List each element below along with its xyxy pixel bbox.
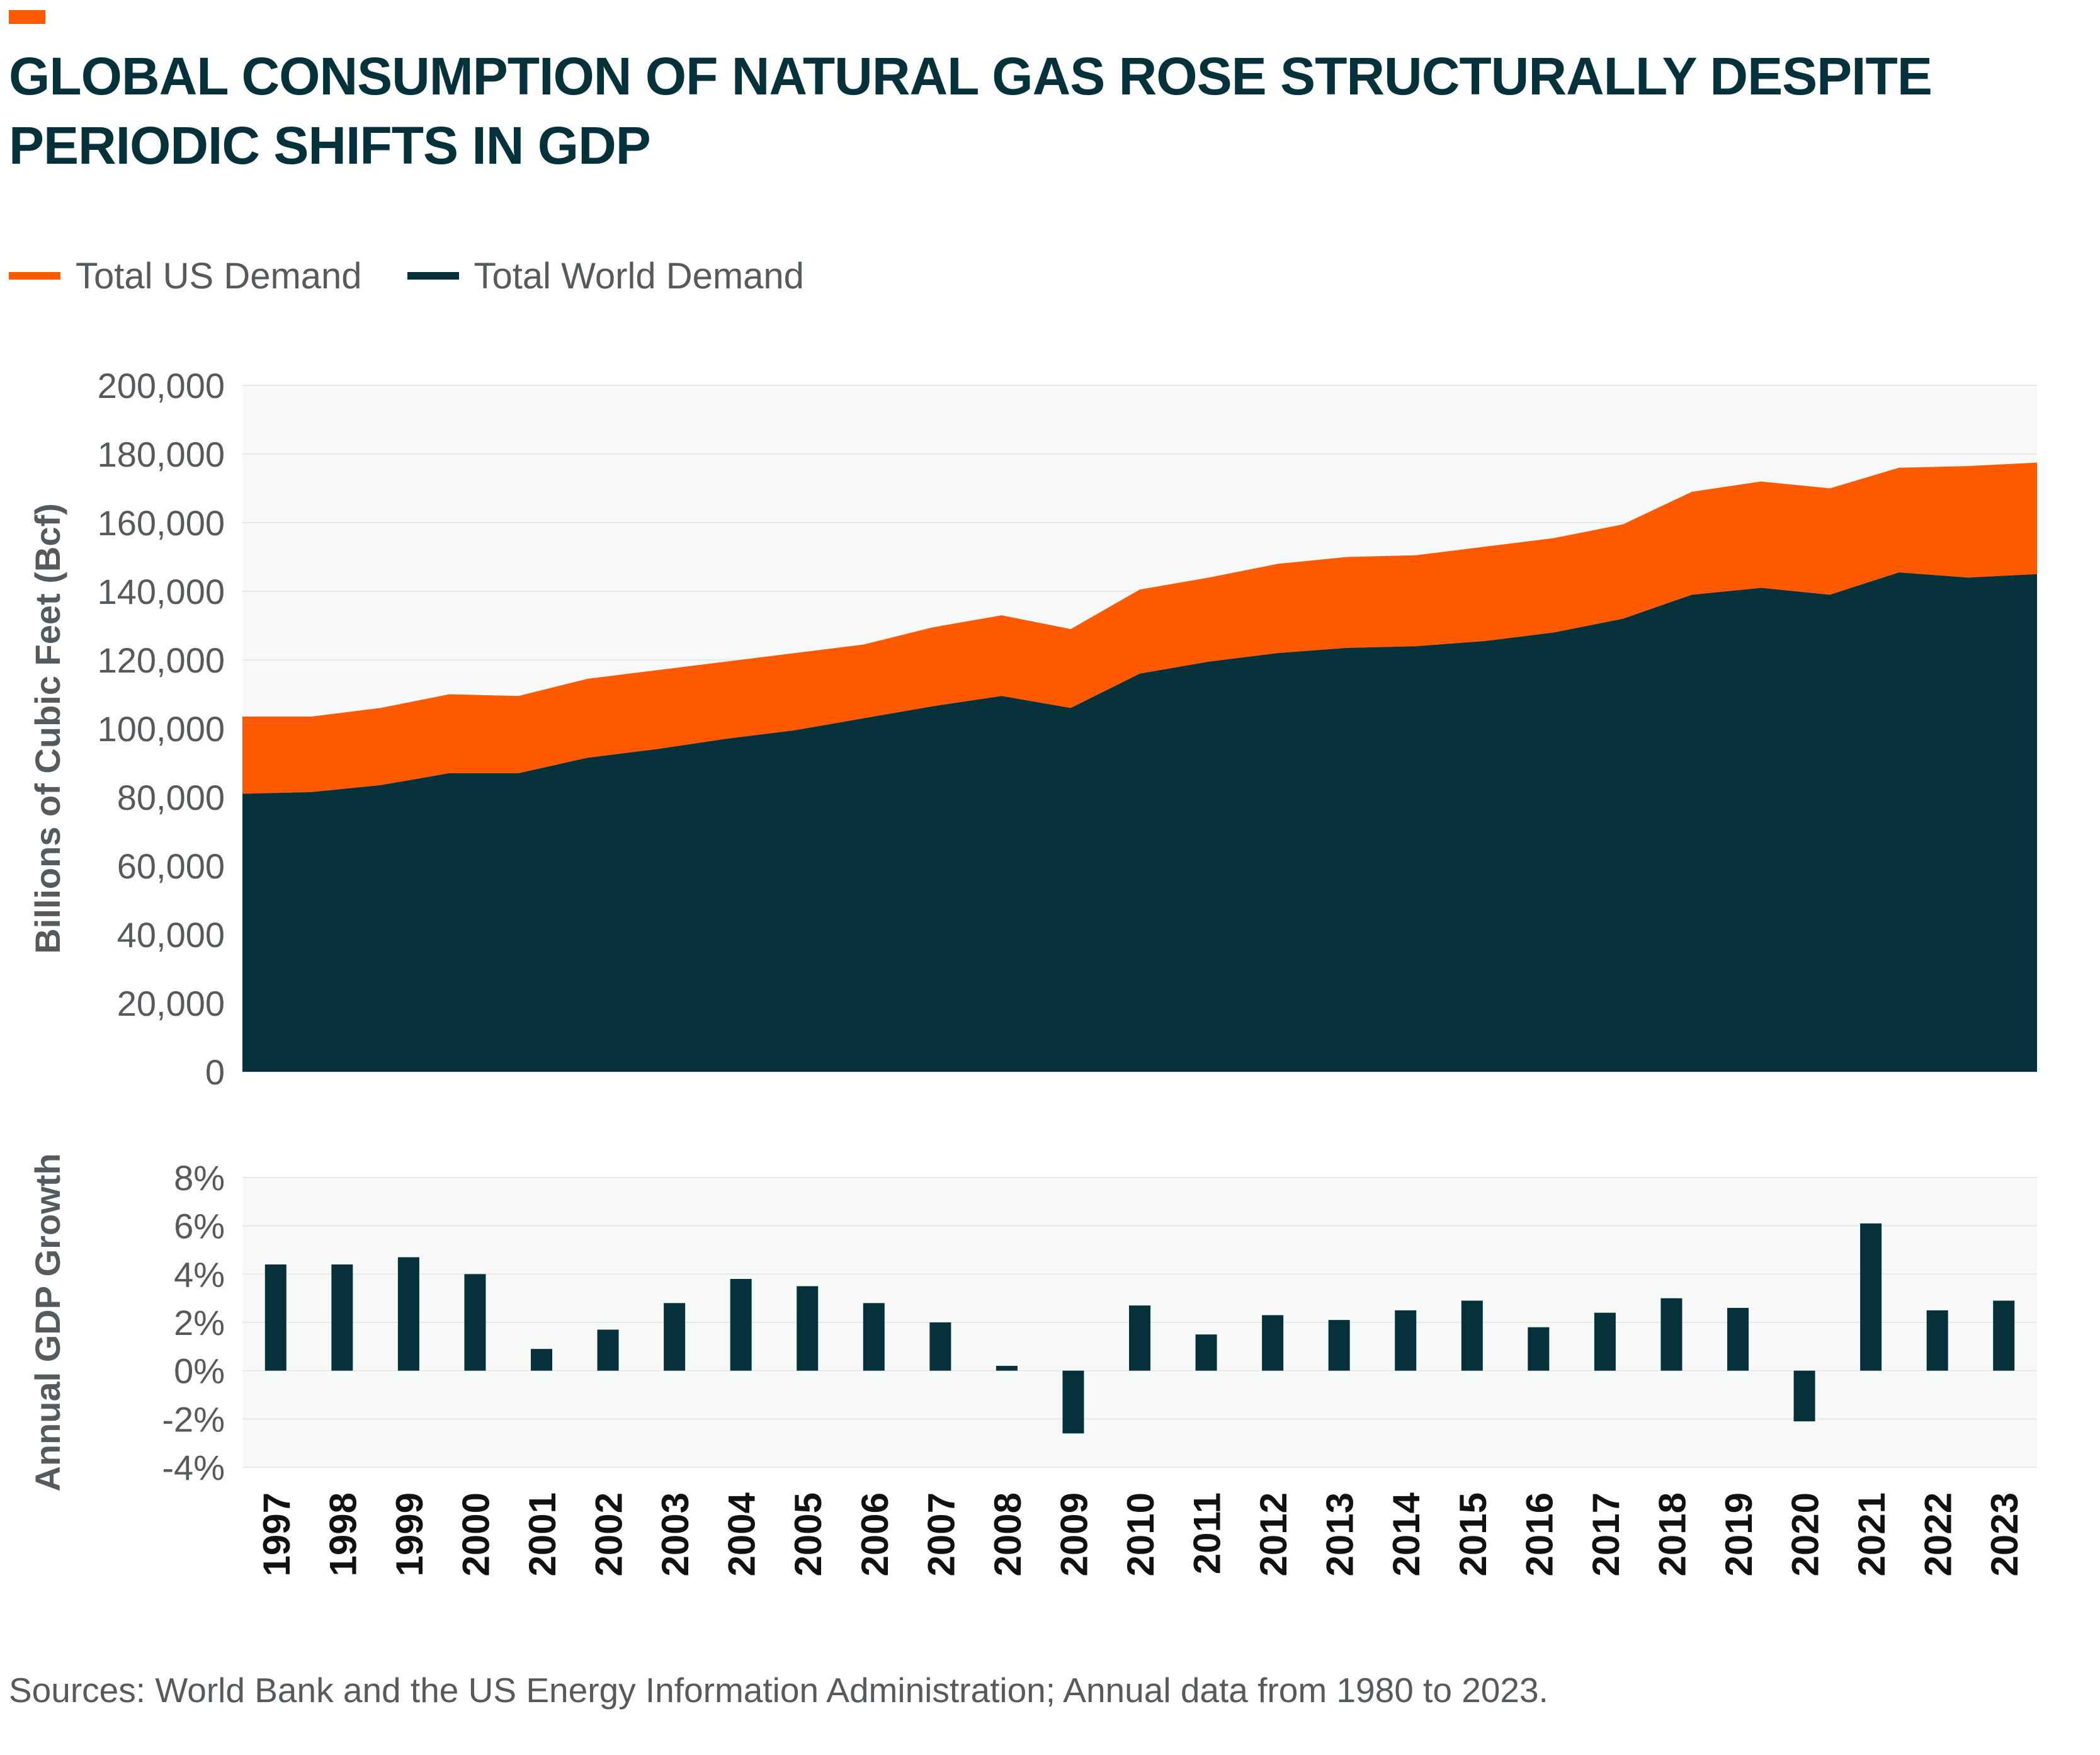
bar-y-axis-label: Annual GDP Growth [28, 1153, 67, 1491]
area-y-tick-label: 160,000 [98, 503, 225, 543]
gdp-bar-2009 [1062, 1370, 1084, 1434]
x-tick-label-2013: 2013 [1319, 1492, 1361, 1576]
gdp-bar-2005 [797, 1286, 819, 1371]
gdp-bar-2018 [1660, 1298, 1683, 1371]
x-tick-label-2010: 2010 [1120, 1492, 1162, 1576]
bar-y-tick-label: 2% [174, 1303, 225, 1343]
legend-label-us: Total US Demand [76, 255, 362, 297]
title-accent-bar [9, 10, 45, 24]
gdp-bar-1999 [397, 1257, 419, 1371]
legend: Total US Demand Total World Demand [9, 251, 849, 301]
x-tick-label-1999: 1999 [389, 1492, 431, 1576]
area-y-tick-label: 20,000 [117, 984, 225, 1023]
legend-item-world: Total World Demand [407, 255, 804, 297]
gdp-bar-2022 [1926, 1310, 1948, 1371]
source-note: Sources: World Bank and the US Energy In… [9, 1671, 1548, 1710]
x-tick-label-2004: 2004 [721, 1492, 763, 1576]
x-tick-label-2023: 2023 [1984, 1492, 2026, 1576]
gdp-bar-2023 [1993, 1300, 2015, 1371]
x-tick-label-2019: 2019 [1718, 1492, 1760, 1576]
x-tick-label-2001: 2001 [521, 1492, 564, 1576]
area-y-tick-label: 100,000 [98, 709, 225, 749]
area-y-tick-label: 0 [205, 1052, 225, 1092]
bar-y-tick-label: 6% [174, 1207, 225, 1246]
area-y-tick-label: 40,000 [117, 915, 225, 955]
legend-item-us: Total US Demand [9, 255, 362, 297]
area-y-tick-label: 60,000 [117, 846, 225, 886]
gdp-bar-1998 [331, 1264, 353, 1371]
demand-area-chart: 200,000 180,000 160,000 140,000 120,000 100,0… [28, 366, 2037, 1092]
gdp-bar-2017 [1594, 1312, 1616, 1371]
x-tick-label-2011: 2011 [1186, 1492, 1229, 1574]
chart-title: GLOBAL CONSUMPTION OF NATURAL GAS ROSE S… [9, 47, 1933, 175]
gdp-bar-2012 [1262, 1315, 1284, 1371]
x-tick-label-2003: 2003 [654, 1492, 696, 1576]
x-tick-label-2005: 2005 [787, 1492, 829, 1576]
area-y-tick-label: 140,000 [98, 572, 225, 611]
area-y-tick-label: 120,000 [98, 640, 225, 680]
gdp-bar-2014 [1395, 1310, 1417, 1371]
gdp-bar-2010 [1129, 1305, 1150, 1371]
bar-y-tick-label: -2% [162, 1399, 225, 1439]
chart-canvas: 200,000 180,000 160,000 140,000 120,000 100,0… [28, 366, 2037, 1576]
gdp-bar-2013 [1328, 1320, 1350, 1371]
area-y-axis-label: Billions of Cubic Feet (Bcf) [28, 503, 67, 954]
bar-y-tick-label: 0% [174, 1351, 225, 1391]
gdp-bar-2021 [1860, 1223, 1882, 1371]
gdp-bar-2003 [664, 1303, 686, 1371]
x-tick-label-2012: 2012 [1252, 1492, 1295, 1576]
gdp-bar-chart: 8% 6% 4% 2% 0% -2% -4% Annual GDP Growth [28, 1153, 2037, 1492]
x-tick-label-2016: 2016 [1518, 1492, 1560, 1576]
gdp-bar-2016 [1528, 1327, 1550, 1371]
bar-y-tick-label: 8% [174, 1158, 225, 1198]
bar-y-tick-label: -4% [162, 1448, 225, 1487]
world-demand-area [242, 572, 2037, 1072]
gdp-bar-2001 [531, 1349, 552, 1371]
legend-swatch-us [9, 272, 60, 280]
x-tick-label-2009: 2009 [1053, 1492, 1095, 1576]
gdp-bar-2008 [996, 1366, 1018, 1371]
x-tick-label-2002: 2002 [588, 1492, 630, 1576]
x-tick-label-2000: 2000 [455, 1492, 497, 1576]
gdp-bar-1997 [264, 1264, 287, 1371]
x-tick-label-2006: 2006 [854, 1492, 896, 1576]
x-tick-label-2008: 2008 [987, 1492, 1029, 1576]
x-tick-label-2015: 2015 [1452, 1492, 1494, 1576]
us-demand-area [242, 462, 2037, 794]
bar-y-tick-label: 4% [174, 1254, 225, 1294]
x-tick-label-2020: 2020 [1785, 1492, 1827, 1576]
legend-label-world: Total World Demand [474, 255, 804, 297]
area-y-tick-label: 200,000 [98, 366, 225, 406]
gdp-bar-2011 [1195, 1334, 1217, 1371]
x-tick-label-2017: 2017 [1585, 1492, 1627, 1576]
area-y-tick-label: 180,000 [98, 434, 225, 474]
year-axis: 1997 1998 1999 2000 2001 2002 2003 2004 2005 2006… [256, 1492, 2026, 1576]
gdp-bar-2006 [863, 1303, 885, 1371]
gdp-bar-2015 [1461, 1300, 1483, 1371]
gdp-bar-2004 [730, 1279, 752, 1371]
x-tick-label-2018: 2018 [1651, 1492, 1693, 1576]
x-tick-label-1997: 1997 [256, 1492, 298, 1576]
x-tick-label-2014: 2014 [1385, 1492, 1427, 1576]
x-tick-label-2022: 2022 [1917, 1492, 1960, 1576]
gdp-bar-2019 [1727, 1308, 1749, 1371]
gdp-bar-2020 [1793, 1370, 1815, 1422]
gdp-bar-2002 [597, 1329, 619, 1371]
x-tick-label-2007: 2007 [920, 1492, 962, 1576]
area-y-tick-label: 80,000 [117, 778, 225, 817]
gdp-bar-2007 [929, 1322, 951, 1371]
gdp-bar-2000 [464, 1274, 486, 1371]
legend-swatch-world [407, 272, 459, 280]
x-tick-label-1998: 1998 [322, 1492, 364, 1576]
x-tick-label-2021: 2021 [1851, 1492, 1893, 1576]
